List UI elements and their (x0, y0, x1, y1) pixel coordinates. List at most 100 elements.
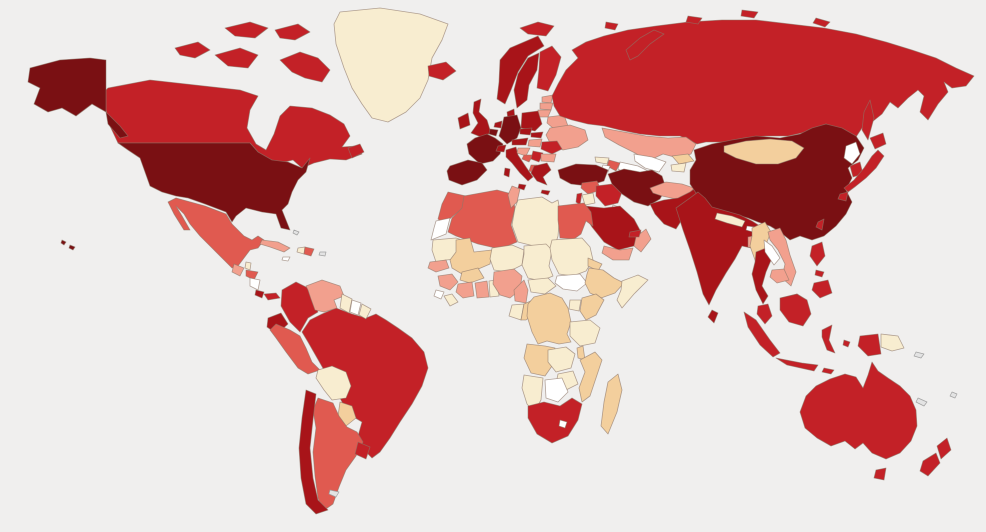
country-japan-kyushu[interactable] (837, 191, 849, 202)
country-ghana[interactable] (474, 280, 490, 299)
country-tunisia[interactable] (507, 185, 521, 209)
country-chile[interactable] (298, 389, 329, 515)
country-solomon-islands[interactable] (913, 351, 925, 359)
country-botswana[interactable] (544, 377, 569, 403)
country-belgium[interactable] (488, 128, 499, 137)
country-sweden[interactable] (513, 52, 540, 109)
country-guatemala[interactable] (231, 263, 245, 277)
country-uzbekistan[interactable] (633, 153, 667, 173)
country-kyrgyzstan[interactable] (671, 153, 695, 165)
country-france[interactable] (466, 133, 504, 165)
country-tajikistan[interactable] (670, 162, 687, 173)
country-russia-arctic-2[interactable] (740, 9, 759, 19)
country-mozambique[interactable] (578, 351, 603, 403)
country-lesotho[interactable] (558, 419, 568, 429)
country-turkey[interactable] (557, 163, 609, 187)
country-french-guiana[interactable] (358, 303, 372, 320)
country-jordan[interactable] (581, 192, 596, 206)
country-hungary[interactable] (527, 138, 543, 148)
country-niger[interactable] (489, 244, 525, 273)
country-new-caledonia[interactable] (915, 397, 928, 407)
country-russia-franz-josef[interactable] (604, 21, 619, 31)
country-burkina-faso[interactable] (459, 267, 485, 284)
country-sierra-leone[interactable] (433, 289, 445, 300)
country-nepal[interactable] (714, 212, 746, 228)
country-venezuela[interactable] (305, 279, 345, 313)
country-guinea[interactable] (437, 273, 459, 291)
country-poland[interactable] (520, 110, 543, 132)
country-laos[interactable] (763, 239, 781, 266)
country-canada-victoria[interactable] (214, 47, 259, 69)
country-uae[interactable] (628, 229, 642, 238)
country-slovakia[interactable] (530, 131, 544, 139)
country-italy-sardinia[interactable] (503, 167, 511, 178)
country-suriname[interactable] (349, 299, 362, 316)
country-south-africa[interactable] (527, 397, 583, 444)
country-switzerland[interactable] (495, 144, 507, 153)
country-egypt[interactable] (557, 202, 594, 240)
country-malaysia[interactable] (756, 303, 773, 325)
country-oman[interactable] (633, 228, 652, 253)
country-south-sudan[interactable] (554, 273, 588, 292)
country-argentina[interactable] (312, 397, 364, 512)
country-indonesia-papua[interactable] (857, 333, 882, 357)
country-brazil[interactable] (301, 307, 429, 459)
country-kenya[interactable] (579, 293, 605, 321)
country-russia-arctic-3[interactable] (812, 17, 831, 28)
country-philippines-mindanao[interactable] (811, 279, 833, 299)
country-yemen[interactable] (601, 245, 634, 261)
country-iceland[interactable] (427, 61, 457, 81)
country-canada-newfoundland[interactable] (347, 143, 365, 159)
country-somalia[interactable] (616, 274, 649, 309)
country-australia[interactable] (799, 361, 918, 460)
country-greenland[interactable] (333, 7, 449, 123)
country-belize[interactable] (244, 261, 252, 271)
country-cuba[interactable] (259, 239, 291, 253)
country-indonesia-borneo[interactable] (779, 293, 812, 327)
country-drc[interactable] (526, 292, 572, 345)
country-philippines-visayas[interactable] (814, 269, 825, 278)
country-spain[interactable] (446, 159, 488, 186)
country-sudan[interactable] (549, 237, 594, 277)
country-italy-sicily[interactable] (517, 183, 527, 191)
country-japan-hokkaido[interactable] (869, 132, 887, 150)
country-fiji[interactable] (949, 391, 958, 399)
country-ethiopia[interactable] (584, 267, 625, 299)
country-indonesia-sunda[interactable] (821, 367, 835, 375)
country-austria[interactable] (511, 137, 529, 146)
country-madagascar[interactable] (600, 373, 623, 435)
country-usa-alaska[interactable] (27, 57, 107, 117)
country-cambodia[interactable] (769, 268, 790, 284)
country-colombia[interactable] (280, 281, 319, 333)
country-north-korea[interactable] (843, 141, 861, 165)
country-angola[interactable] (523, 343, 556, 377)
country-usa-hawaii-2[interactable] (68, 244, 76, 251)
country-russia-arctic-1[interactable] (685, 15, 703, 25)
country-vietnam[interactable] (767, 227, 797, 287)
country-czechia[interactable] (519, 127, 533, 136)
country-ireland[interactable] (457, 112, 471, 130)
country-western-sahara[interactable] (430, 217, 451, 241)
country-indonesia-sulawesi[interactable] (821, 324, 836, 354)
country-greece[interactable] (530, 162, 552, 186)
country-sri-lanka[interactable] (707, 309, 719, 324)
country-usa-alaska-panhandle[interactable] (105, 111, 129, 139)
country-bolivia[interactable] (315, 365, 352, 401)
country-netherlands[interactable] (493, 120, 503, 129)
country-costa-rica[interactable] (254, 289, 265, 299)
country-falkland-islands[interactable] (328, 489, 340, 498)
country-uruguay[interactable] (354, 441, 371, 460)
country-russia-svalbard[interactable] (519, 21, 555, 37)
country-nicaragua[interactable] (249, 277, 261, 291)
country-dominican-republic[interactable] (303, 246, 315, 257)
country-mongolia[interactable] (723, 138, 805, 165)
country-jamaica[interactable] (281, 256, 291, 262)
country-greece-crete[interactable] (540, 189, 551, 196)
country-indonesia-maluku[interactable] (842, 339, 851, 348)
country-zambia[interactable] (547, 346, 576, 373)
country-puerto-rico[interactable] (318, 251, 327, 257)
country-philippines-luzon[interactable] (809, 241, 826, 267)
country-bulgaria[interactable] (540, 153, 557, 163)
country-central-african-republic[interactable] (527, 277, 557, 295)
country-cameroon[interactable] (513, 279, 529, 304)
